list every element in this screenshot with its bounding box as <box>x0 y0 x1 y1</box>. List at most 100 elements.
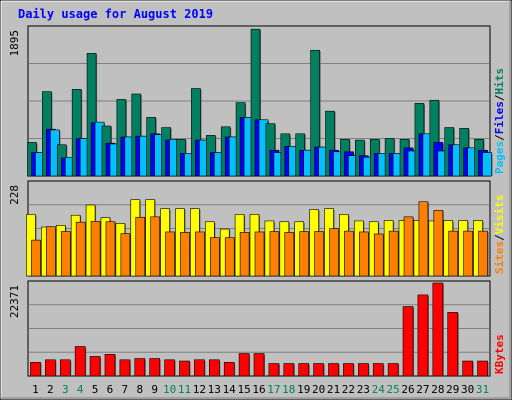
bar-kbytes-day-21 <box>328 363 339 377</box>
day-label: 20 <box>312 383 325 396</box>
bar-sites-day-3 <box>60 231 71 277</box>
legend-item-visits: Visits <box>493 195 506 235</box>
bar-sites-day-23 <box>359 231 369 277</box>
day-label: 21 <box>327 383 340 396</box>
day-label: 29 <box>446 383 459 396</box>
bar-kbytes-day-29 <box>447 312 459 377</box>
day-label: 15 <box>237 383 250 396</box>
bar-kbytes-day-11 <box>179 360 190 377</box>
day-label: 27 <box>416 383 429 396</box>
bar-kbytes-day-15 <box>238 353 250 377</box>
day-labels-group: 1 2 3 4 5 6 7 8 9 10 11 12 13 14 15 16 17 18 19 20 21 22 23 24 2… <box>32 383 489 396</box>
bar-kbytes-day-23 <box>358 363 369 377</box>
day-label: 7 <box>122 383 129 396</box>
bar-kbytes-day-30 <box>462 360 473 377</box>
bar-sites-day-24 <box>373 233 384 277</box>
axis-max-label: 1895 <box>8 30 21 57</box>
legend-separator: / <box>493 94 506 101</box>
legend-item-sites: Sites <box>493 241 506 274</box>
bar-sites-day-9 <box>150 216 160 277</box>
bar-sites-day-10 <box>165 231 175 277</box>
day-label: 10 <box>163 383 176 396</box>
bar-kbytes-day-25 <box>387 363 399 377</box>
day-label: 8 <box>136 383 143 396</box>
day-label: 28 <box>431 383 444 396</box>
bar-sites-day-12 <box>195 231 205 277</box>
day-label: 3 <box>62 383 69 396</box>
day-label: 25 <box>387 383 400 396</box>
bar-sites-day-2 <box>46 226 56 277</box>
bar-kbytes-day-2 <box>45 359 56 377</box>
legend-item-kbytes: KBytes <box>493 334 506 374</box>
chart-title: Daily usage for August 2019 <box>18 7 213 21</box>
bar-kbytes-day-31 <box>477 360 488 377</box>
day-label: 18 <box>282 383 295 396</box>
bar-sites-day-6 <box>105 221 116 277</box>
day-label: 11 <box>178 383 191 396</box>
bar-kbytes-day-13 <box>208 359 220 377</box>
bar-kbytes-day-7 <box>119 359 131 377</box>
day-label: 23 <box>357 383 370 396</box>
bar-kbytes-day-17 <box>268 363 280 377</box>
bar-kbytes-day-26 <box>402 306 414 377</box>
day-label: 1 <box>32 383 39 396</box>
bar-sites-day-31 <box>478 230 488 277</box>
panel-3: 22371 KBytes <box>8 280 506 377</box>
legend-2: Sites/Visits <box>493 195 506 275</box>
legend-separator: / <box>493 234 506 241</box>
day-label: 4 <box>77 383 84 396</box>
day-label: 2 <box>47 383 54 396</box>
bar-kbytes-day-4 <box>74 346 86 377</box>
bar-kbytes-day-28 <box>432 282 444 377</box>
bar-kbytes-day-22 <box>343 363 354 377</box>
day-label: 30 <box>461 383 474 396</box>
bar-kbytes-day-14 <box>223 361 235 377</box>
day-label: 12 <box>193 383 206 396</box>
legend-1: Pages/Files/Hits <box>493 68 506 174</box>
bar-kbytes-day-5 <box>89 356 101 377</box>
bar-sites-day-18 <box>284 232 295 277</box>
bar-sites-day-7 <box>120 233 131 277</box>
legend-item-hits: Hits <box>493 68 506 95</box>
day-label: 19 <box>297 383 310 396</box>
bar-kbytes-day-1 <box>30 361 41 377</box>
bar-kbytes-day-16 <box>253 353 265 377</box>
bar-kbytes-day-3 <box>59 359 71 377</box>
bar-kbytes-day-20 <box>313 363 324 377</box>
bar-sites-day-16 <box>254 231 265 277</box>
day-label: 14 <box>223 383 237 396</box>
bar-sites-day-21 <box>329 228 339 277</box>
bar-sites-day-17 <box>269 231 280 277</box>
bar-sites-day-27 <box>418 201 429 277</box>
bar-sites-day-5 <box>90 221 101 277</box>
bar-kbytes-day-8 <box>134 358 146 377</box>
legend-item-pages: Pages <box>493 141 506 174</box>
legend-item-files: Files <box>493 101 506 134</box>
bar-kbytes-day-27 <box>417 294 429 377</box>
day-label: 5 <box>92 383 99 396</box>
panels-group: 1895Pages/Files/Hits228Sites/Visits22371… <box>8 25 506 377</box>
bar-sites-day-25 <box>388 230 399 277</box>
bar-kbytes-day-18 <box>283 363 295 377</box>
axis-max-label: 22371 <box>8 285 21 318</box>
bar-kbytes-day-12 <box>194 359 205 377</box>
bar-sites-day-19 <box>299 231 310 277</box>
bar-sites-day-11 <box>180 232 190 277</box>
bar-kbytes-day-9 <box>149 358 160 377</box>
bar-sites-day-20 <box>314 231 324 277</box>
day-label: 22 <box>342 383 355 396</box>
bar-kbytes-day-19 <box>298 363 310 377</box>
bar-kbytes-day-24 <box>372 363 384 377</box>
day-label: 26 <box>401 383 414 396</box>
day-label: 24 <box>372 383 386 396</box>
legend-3: KBytes <box>493 334 506 374</box>
bar-sites-day-29 <box>448 230 459 277</box>
bar-kbytes-day-6 <box>104 354 116 377</box>
day-label: 13 <box>208 383 221 396</box>
day-label: 16 <box>252 383 265 396</box>
bar-sites-day-22 <box>344 230 354 277</box>
bar-sites-day-30 <box>463 230 473 277</box>
bar-sites-day-26 <box>403 216 414 277</box>
